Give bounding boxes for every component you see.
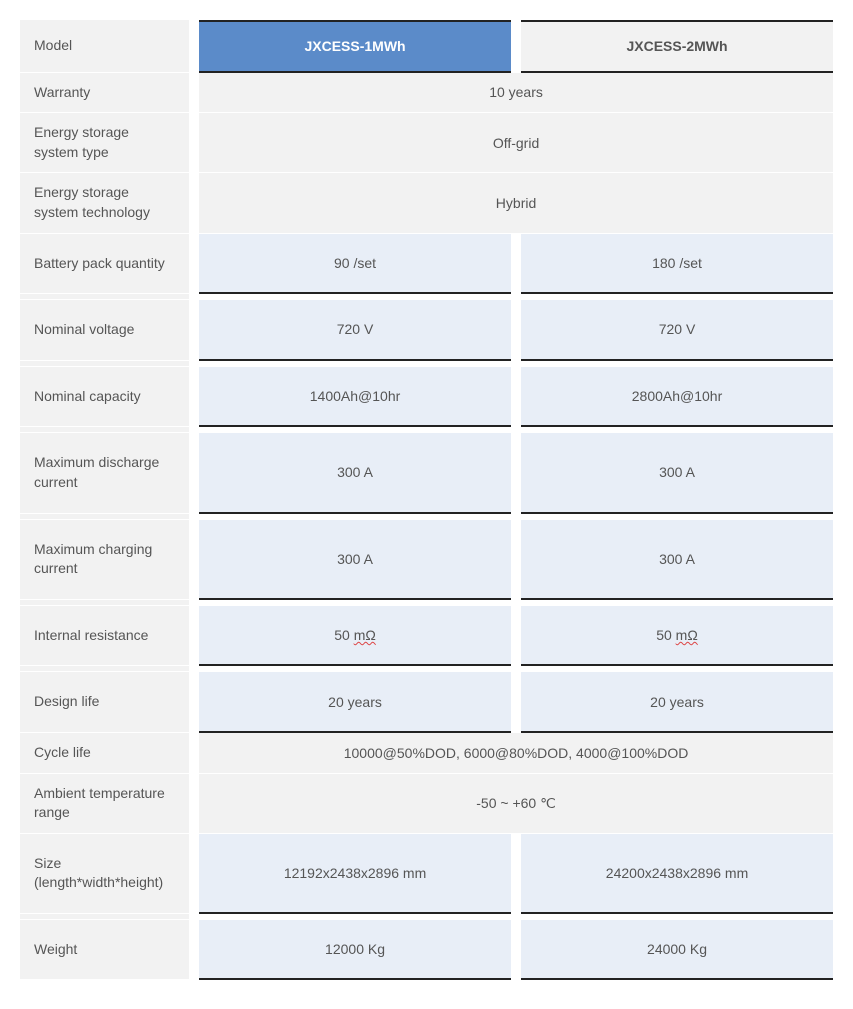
- value-max_chg-col1: 300 A: [199, 520, 511, 600]
- row-temp: Ambient temperature range-50 ~ +60 ℃: [20, 774, 833, 834]
- label-size: Size (length*width*height): [20, 834, 189, 914]
- label-max_dis: Maximum discharge current: [20, 433, 189, 513]
- gap: [189, 367, 199, 428]
- gap: [511, 920, 521, 981]
- value-size-col2: 24200x2438x2896 mm: [521, 834, 833, 914]
- value-int_res-col2: 50 mΩ: [521, 606, 833, 667]
- value-weight-col1: 12000 Kg: [199, 920, 511, 981]
- value-max_chg-col2: 300 A: [521, 520, 833, 600]
- value-int_res-col1: 50 mΩ: [199, 606, 511, 667]
- row-nom_cap: Nominal capacity1400Ah@10hr2800Ah@10hr: [20, 367, 833, 428]
- gap: [189, 733, 199, 774]
- label-temp: Ambient temperature range: [20, 774, 189, 834]
- header-row: ModelJXCESS-1MWhJXCESS-2MWh: [20, 20, 833, 73]
- row-nom_v: Nominal voltage720 V720 V: [20, 300, 833, 361]
- label-warranty: Warranty: [20, 73, 189, 114]
- label-int_res: Internal resistance: [20, 606, 189, 667]
- header-col1: JXCESS-1MWh: [199, 20, 511, 73]
- row-design: Design life20 years20 years: [20, 672, 833, 733]
- value-max_dis-col1: 300 A: [199, 433, 511, 513]
- value-warranty: 10 years: [199, 73, 833, 114]
- value-ess_tech: Hybrid: [199, 173, 833, 233]
- value-temp: -50 ~ +60 ℃: [199, 774, 833, 834]
- gap: [511, 433, 521, 513]
- gap: [189, 606, 199, 667]
- gap: [189, 234, 199, 295]
- value-ess_type: Off-grid: [199, 113, 833, 173]
- label-design: Design life: [20, 672, 189, 733]
- row-pack_qty: Battery pack quantity90 /set180 /set: [20, 234, 833, 295]
- label-pack_qty: Battery pack quantity: [20, 234, 189, 295]
- label-max_chg: Maximum charging current: [20, 520, 189, 600]
- row-warranty: Warranty10 years: [20, 73, 833, 114]
- value-cycle: 10000@50%DOD, 6000@80%DOD, 4000@100%DOD: [199, 733, 833, 774]
- gap: [511, 672, 521, 733]
- value-design-col2: 20 years: [521, 672, 833, 733]
- gap: [189, 774, 199, 834]
- gap: [511, 234, 521, 295]
- label-nom_cap: Nominal capacity: [20, 367, 189, 428]
- gap: [511, 520, 521, 600]
- gap: [511, 606, 521, 667]
- gap: [189, 20, 199, 73]
- row-cycle: Cycle life10000@50%DOD, 6000@80%DOD, 400…: [20, 733, 833, 774]
- gap: [511, 367, 521, 428]
- gap: [189, 520, 199, 600]
- gap: [511, 834, 521, 914]
- gap: [189, 73, 199, 114]
- gap: [189, 433, 199, 513]
- gap: [189, 300, 199, 361]
- row-weight: Weight12000 Kg24000 Kg: [20, 920, 833, 981]
- value-max_dis-col2: 300 A: [521, 433, 833, 513]
- spec-table: ModelJXCESS-1MWhJXCESS-2MWhWarranty10 ye…: [20, 20, 833, 980]
- label-ess_type: Energy storage system type: [20, 113, 189, 173]
- value-weight-col2: 24000 Kg: [521, 920, 833, 981]
- value-design-col1: 20 years: [199, 672, 511, 733]
- gap: [511, 300, 521, 361]
- row-int_res: Internal resistance50 mΩ50 mΩ: [20, 606, 833, 667]
- value-nom_cap-col2: 2800Ah@10hr: [521, 367, 833, 428]
- gap: [189, 672, 199, 733]
- row-ess_tech: Energy storage system technologyHybrid: [20, 173, 833, 233]
- header-label: Model: [20, 20, 189, 73]
- row-size: Size (length*width*height)12192x2438x289…: [20, 834, 833, 914]
- label-ess_tech: Energy storage system technology: [20, 173, 189, 233]
- value-size-col1: 12192x2438x2896 mm: [199, 834, 511, 914]
- label-weight: Weight: [20, 920, 189, 981]
- value-nom_v-col1: 720 V: [199, 300, 511, 361]
- value-nom_v-col2: 720 V: [521, 300, 833, 361]
- gap: [511, 20, 521, 73]
- header-col2: JXCESS-2MWh: [521, 20, 833, 73]
- label-nom_v: Nominal voltage: [20, 300, 189, 361]
- value-pack_qty-col1: 90 /set: [199, 234, 511, 295]
- gap: [189, 834, 199, 914]
- gap: [189, 113, 199, 173]
- row-max_chg: Maximum charging current300 A300 A: [20, 520, 833, 600]
- value-pack_qty-col2: 180 /set: [521, 234, 833, 295]
- row-max_dis: Maximum discharge current300 A300 A: [20, 433, 833, 513]
- gap: [189, 173, 199, 233]
- row-ess_type: Energy storage system typeOff-grid: [20, 113, 833, 173]
- value-nom_cap-col1: 1400Ah@10hr: [199, 367, 511, 428]
- gap: [189, 920, 199, 981]
- label-cycle: Cycle life: [20, 733, 189, 774]
